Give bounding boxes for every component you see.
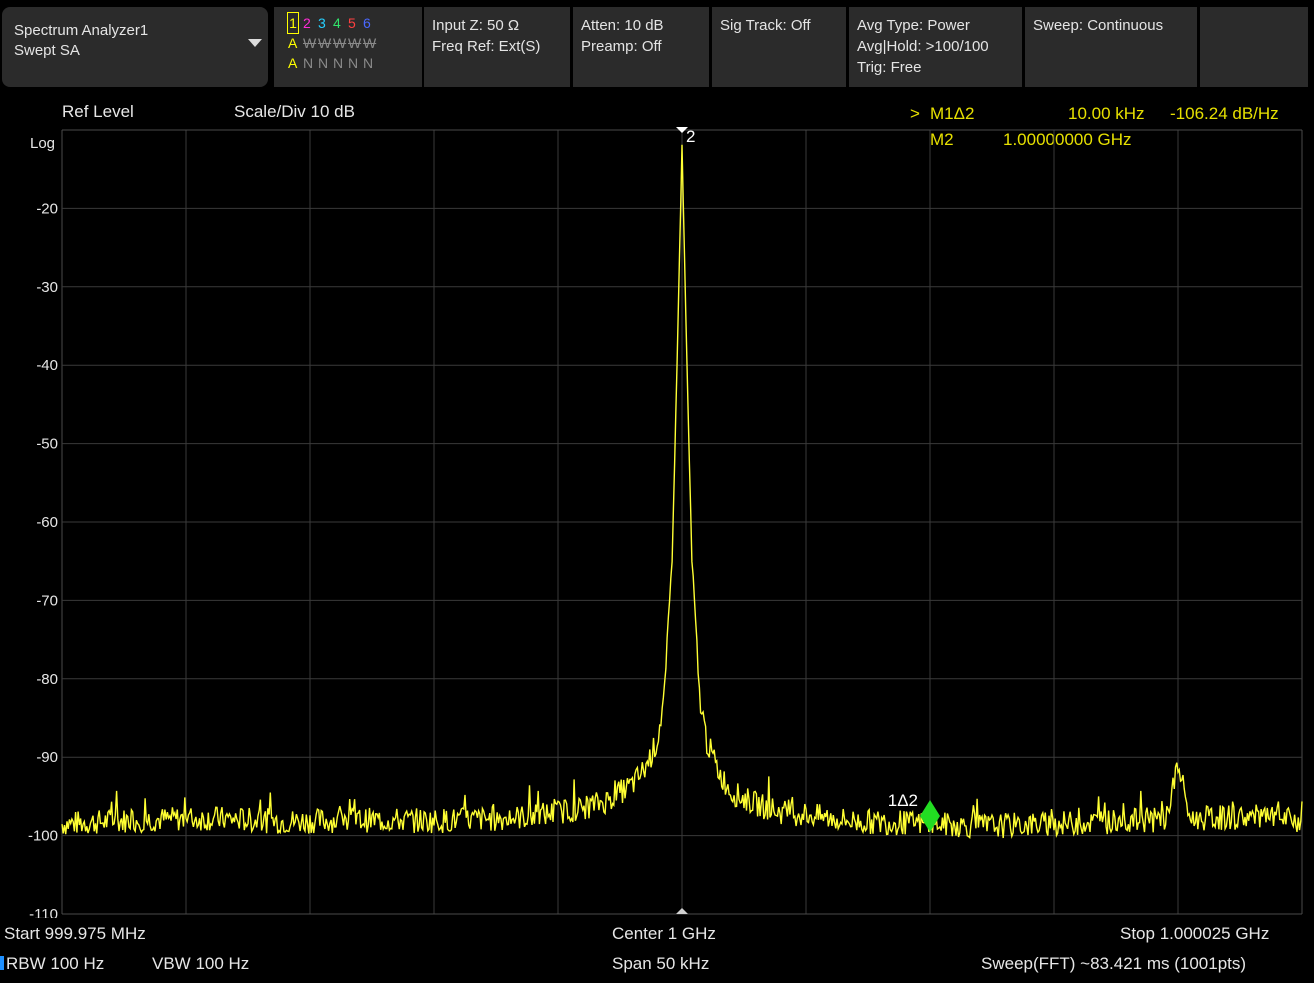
sig-track-status[interactable]: Sig Track: Off (712, 7, 846, 87)
marker-1-value: -106.24 dB/Hz (1170, 104, 1279, 123)
trace-type-5: W (348, 35, 362, 51)
trace-type-4: W (333, 35, 347, 51)
avg-status[interactable]: Avg Type: Power Avg|Hold: >100/100 Trig:… (849, 7, 1022, 87)
mode-subtitle: Swept SA (14, 42, 80, 59)
trace-type-6: W (363, 35, 377, 51)
y-tick-label: -70 (36, 592, 58, 609)
trace-number-3[interactable]: 3 (318, 15, 326, 31)
marker-active-prefix: > (910, 104, 920, 123)
trace-type-2: W (303, 35, 317, 51)
trace-1-line (61, 144, 1303, 840)
sweep-status[interactable]: Sweep: Continuous (1025, 7, 1197, 87)
marker-2-name[interactable]: M2 (930, 130, 954, 149)
status-empty-cell (1200, 7, 1308, 87)
trace-number-1[interactable]: 1 (287, 12, 299, 34)
trace-detector-1: A (288, 55, 298, 71)
y-tick-label: -90 (36, 749, 58, 766)
y-tick-label: -40 (36, 357, 58, 374)
span-value[interactable]: Span 50 kHz (612, 954, 710, 973)
chevron-down-icon[interactable] (248, 39, 262, 47)
y-tick-label: -30 (36, 279, 58, 296)
trace-detector-4: N (333, 55, 344, 71)
marker-1-name[interactable]: M1Δ2 (930, 104, 975, 123)
preamp-text: Preamp: Off (581, 38, 662, 55)
y-tick-label: -20 (36, 200, 58, 217)
log-scale-label: Log (30, 135, 55, 152)
marker-1-delta-tag: 1Δ2 (888, 791, 918, 810)
input-status[interactable]: Input Z: 50 Ω Freq Ref: Ext(S) (424, 7, 570, 87)
y-tick-label: -110 (29, 906, 58, 918)
mode-selector[interactable]: Spectrum Analyzer1 Swept SA (2, 7, 268, 87)
marker-layer: 2 1Δ2 (676, 127, 940, 914)
y-axis-ticks: -20 -30 -40 -50 -60 -70 -80 -90 -100 -110 (28, 200, 58, 918)
scale-div-label[interactable]: Scale/Div 10 dB (234, 102, 355, 121)
trace-number-5[interactable]: 5 (348, 15, 356, 31)
trace-number-6[interactable]: 6 (363, 15, 371, 31)
marker-1-diamond[interactable] (920, 800, 940, 832)
mode-title: Spectrum Analyzer1 (14, 22, 149, 39)
plot-grid (61, 129, 1303, 915)
freq-ref-text: Freq Ref: Ext(S) (432, 38, 541, 55)
spectrum-plot[interactable]: -20 -30 -40 -50 -60 -70 -80 -90 -100 -110 Log 2 1Δ… (0, 92, 1314, 918)
y-tick-label: -50 (36, 436, 58, 453)
avg-hold-text: Avg|Hold: >100/100 (857, 38, 989, 55)
y-tick-label: -100 (28, 828, 58, 845)
center-freq-indicator (676, 908, 688, 914)
start-freq[interactable]: Start 999.975 MHz (4, 924, 146, 943)
trace-detector-6: N (363, 55, 374, 71)
avg-type-text: Avg Type: Power (857, 17, 970, 34)
y-tick-label: -80 (36, 671, 58, 688)
atten-text: Atten: 10 dB (581, 17, 664, 34)
marker-1-freq: 10.00 kHz (1068, 104, 1145, 123)
trace-detector-5: N (348, 55, 359, 71)
stop-freq[interactable]: Stop 1.000025 GHz (1120, 924, 1270, 943)
sweep-text: Sweep: Continuous (1033, 17, 1164, 34)
trace-type-1: A (288, 35, 298, 51)
trace-detector-2: N (303, 55, 314, 71)
atten-status[interactable]: Atten: 10 dB Preamp: Off (573, 7, 709, 87)
y-tick-label: -60 (36, 514, 58, 531)
sweep-info: Sweep(FFT) ~83.421 ms (1001pts) (981, 954, 1247, 973)
trig-text: Trig: Free (857, 59, 922, 76)
center-freq[interactable]: Center 1 GHz (612, 924, 716, 943)
footer-bar: Start 999.975 MHz Center 1 GHz Stop 1.00… (0, 918, 1314, 983)
input-z-text: Input Z: 50 Ω (432, 17, 520, 34)
marker-2-freq: 1.00000000 GHz (1003, 130, 1132, 149)
trace-number-4[interactable]: 4 (333, 15, 341, 31)
display-header: Ref Level Scale/Div 10 dB (0, 100, 1314, 126)
rbw-indicator (0, 956, 4, 970)
trace-type-3: W (318, 35, 332, 51)
marker-2-indicator[interactable] (676, 127, 688, 133)
ref-level-label[interactable]: Ref Level (62, 102, 134, 121)
trace-detector-3: N (318, 55, 329, 71)
vbw-value[interactable]: VBW 100 Hz (152, 954, 250, 973)
sig-track-text: Sig Track: Off (720, 17, 811, 34)
rbw-value[interactable]: RBW 100 Hz (6, 954, 105, 973)
marker-2-tag: 2 (686, 127, 695, 146)
trace-number-2[interactable]: 2 (303, 15, 311, 31)
